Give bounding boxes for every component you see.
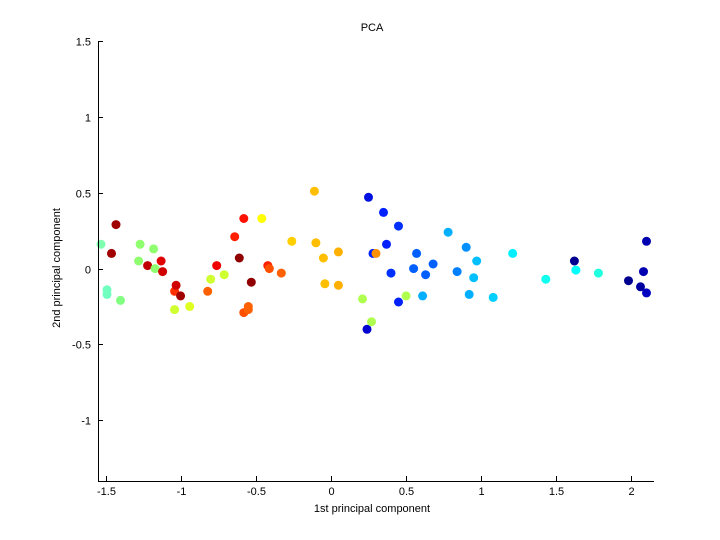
scatter-point	[150, 264, 160, 274]
x-tick-label: 1.5	[549, 486, 564, 498]
data-points	[96, 186, 651, 334]
scatter-point	[234, 253, 244, 263]
scatter-point	[149, 244, 159, 254]
scatter-point	[219, 270, 229, 280]
scatter-point	[143, 261, 153, 271]
scatter-point	[508, 248, 518, 258]
x-tick-label: 1	[478, 486, 484, 498]
scatter-point	[642, 288, 651, 298]
scatter-point	[443, 227, 453, 237]
scatter-point	[382, 239, 391, 249]
scatter-point	[320, 279, 330, 289]
scatter-point	[409, 264, 419, 274]
scatter-point	[170, 305, 180, 315]
scatter-point	[264, 264, 274, 274]
scatter-point	[469, 273, 479, 283]
scatter-point	[134, 256, 144, 266]
scatter-point	[569, 256, 579, 266]
scatter-point	[412, 248, 422, 258]
scatter-point	[230, 232, 240, 242]
axes: -1.5 -1 -0.5 0 0.5 1 1.5 2 -1 -0.5 0 0.5 1 1.5	[72, 37, 654, 498]
y-tick-label: 1	[85, 113, 91, 125]
scatter-point	[96, 239, 106, 249]
scatter-point	[428, 259, 438, 269]
x-tick-label: -1	[177, 486, 187, 498]
scatter-point	[243, 302, 253, 311]
y-axis-title: 2nd principal component	[51, 208, 63, 328]
scatter-point	[158, 267, 168, 277]
scatter-point	[287, 236, 297, 246]
scatter-point	[156, 256, 166, 266]
scatter-point	[362, 324, 372, 334]
scatter-point	[212, 261, 222, 271]
scatter-point	[239, 214, 249, 223]
scatter-point	[257, 214, 267, 223]
scatter-point	[624, 276, 633, 286]
x-axis-title: 1st principal component	[314, 503, 430, 515]
scatter-point	[642, 236, 651, 246]
scatter-point	[418, 291, 428, 301]
scatter-point	[171, 280, 181, 290]
scatter-point	[107, 248, 116, 258]
scatter-point	[135, 239, 145, 249]
scatter-point	[203, 286, 213, 296]
scatter-point	[394, 297, 403, 307]
scatter-point	[246, 277, 256, 287]
y-tick-label: -0.5	[72, 340, 91, 352]
scatter-point	[593, 268, 603, 278]
scatter-point	[379, 207, 388, 217]
scatter-point	[333, 280, 343, 290]
y-axis-ticks: -1 -0.5 0 0.5 1 1.5	[72, 37, 103, 428]
scatter-point	[488, 292, 498, 302]
x-tick-label: 2	[628, 486, 634, 498]
scatter-point	[206, 274, 216, 284]
scatter-point	[102, 289, 112, 299]
y-tick-label: 0	[85, 265, 91, 277]
scatter-point	[464, 289, 474, 299]
scatter-point	[311, 238, 321, 248]
scatter-point	[452, 267, 462, 277]
y-tick-label: 1.5	[76, 37, 91, 49]
scatter-point	[371, 248, 381, 258]
scatter-point	[367, 317, 376, 327]
scatter-point	[309, 186, 319, 196]
x-tick-label: -0.5	[247, 486, 266, 498]
scatter-point	[541, 274, 551, 284]
chart-title: PCA	[361, 22, 384, 34]
scatter-point	[364, 192, 373, 202]
scatter-point	[386, 268, 396, 278]
scatter-point	[333, 247, 343, 257]
y-tick-label: -1	[81, 416, 91, 428]
scatter-point	[318, 253, 328, 263]
x-tick-label: 0	[328, 486, 334, 498]
scatter-point	[394, 221, 403, 231]
scatter-point	[116, 295, 125, 305]
x-tick-label: 0.5	[399, 486, 414, 498]
y-tick-label: 0.5	[76, 189, 91, 201]
scatter-point	[401, 291, 411, 301]
scatter-point	[276, 268, 286, 278]
scatter-point	[176, 291, 186, 301]
scatter-point	[571, 265, 581, 275]
scatter-point	[472, 256, 482, 266]
scatter-point	[421, 270, 431, 280]
scatter-point	[461, 242, 471, 252]
x-axis-ticks: -1.5 -1 -0.5 0 0.5 1 1.5 2	[97, 476, 635, 498]
scatter-point	[636, 282, 645, 292]
scatter-point	[639, 267, 648, 277]
scatter-point	[185, 302, 195, 311]
scatter-point	[358, 294, 367, 304]
scatter-point	[111, 220, 121, 230]
x-tick-label: -1.5	[97, 486, 116, 498]
